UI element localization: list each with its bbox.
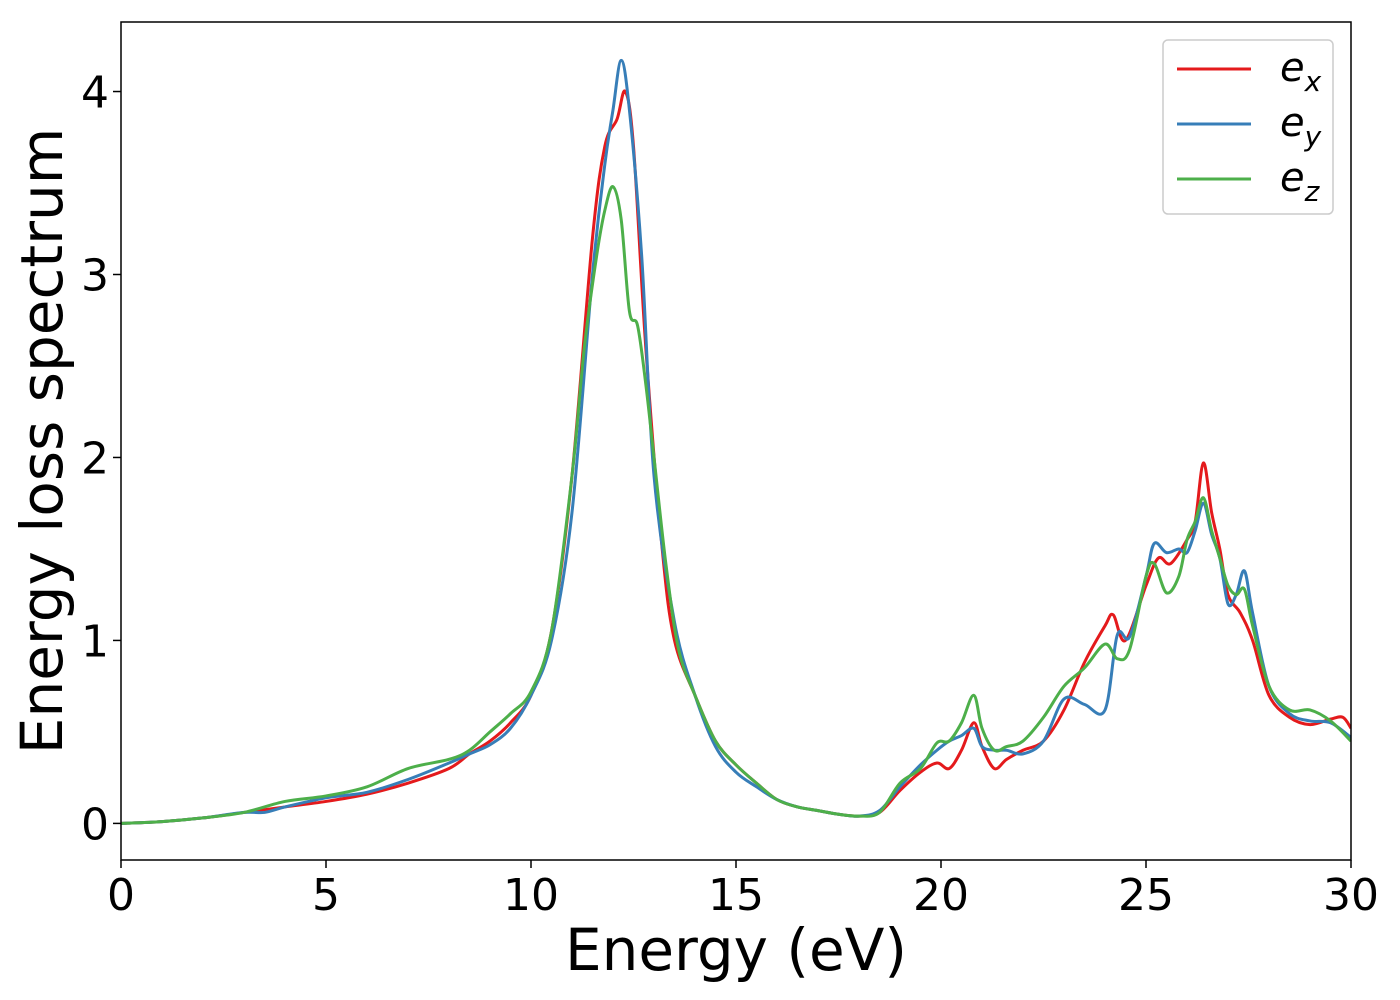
x-axis-label: Energy (eV) — [565, 916, 907, 984]
x-tick-label: 10 — [503, 870, 559, 921]
x-tick-label: 25 — [1118, 870, 1174, 921]
legend-box — [1162, 39, 1334, 215]
legend-label-ez: ez — [1280, 155, 1321, 208]
y-tick-label: 4 — [81, 68, 109, 119]
x-tick-label: 0 — [107, 870, 135, 921]
x-tick-label: 5 — [312, 870, 340, 921]
y-axis-label: Energy loss spectrum — [8, 128, 76, 754]
y-tick-label: 0 — [81, 799, 109, 850]
y-tick-label: 3 — [81, 250, 109, 301]
y-tick-label: 2 — [81, 433, 109, 484]
plot-frame — [120, 21, 1352, 861]
x-tick-label: 20 — [913, 870, 969, 921]
legend-label-ey: ey — [1280, 100, 1322, 153]
x-axis-ticks: 0 5 10 15 20 25 30 — [107, 860, 1379, 921]
series-line-ez — [121, 185, 1351, 825]
x-tick-label: 15 — [708, 870, 764, 921]
x-tick-label: 30 — [1323, 870, 1379, 921]
series-layer — [121, 58, 1351, 825]
legend-label-ex: ex — [1280, 45, 1322, 98]
y-tick-label: 1 — [81, 616, 109, 667]
y-axis-ticks: 0 1 2 3 4 — [81, 68, 121, 850]
